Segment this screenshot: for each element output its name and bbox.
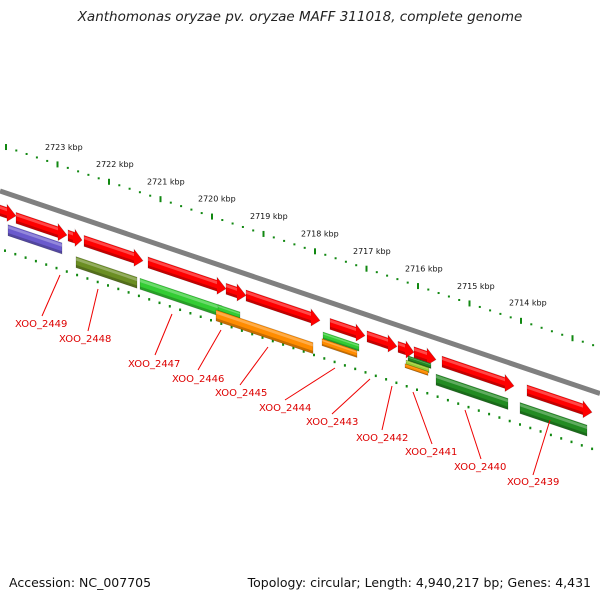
label-leader [41, 274, 61, 317]
gene-label[interactable]: XOO_2440 [454, 462, 506, 473]
cds-purple[interactable] [7, 224, 63, 255]
topology-text: Topology: circular; Length: 4,940,217 bp… [247, 575, 591, 590]
scale-label: 2720 kbp [198, 195, 236, 204]
gene-label[interactable]: XOO_2447 [128, 359, 180, 370]
cds-forward[interactable] [225, 282, 247, 302]
label-leader [532, 419, 551, 476]
cds-forward[interactable] [526, 384, 593, 419]
cds-dark-green[interactable] [407, 355, 432, 369]
gene-label[interactable]: XOO_2439 [507, 477, 559, 488]
gene-label[interactable]: XOO_2444 [259, 403, 311, 414]
label-leader [284, 367, 336, 401]
gene-label[interactable]: XOO_2445 [215, 388, 267, 399]
outer-scale-ticks [5, 144, 595, 347]
label-leader [464, 409, 482, 460]
gene-label[interactable]: XOO_2449 [15, 319, 67, 330]
cds-forward[interactable] [147, 256, 227, 295]
label-leader [154, 313, 173, 356]
gene-labels: XOO_2449 XOO_2448 XOO_2447 XOO_2446 XOO_2445… [15, 319, 559, 488]
cds-forward[interactable] [0, 203, 17, 222]
accession-text: Accession: NC_007705 [9, 575, 152, 590]
cds-forward[interactable] [441, 355, 515, 392]
scale-label: 2717 kbp [353, 247, 391, 256]
scale-labels: 2723 kbp 2722 kbp 2721 kbp 2720 kbp 2719 kbp… [45, 143, 547, 308]
cds-forward[interactable] [83, 234, 144, 267]
label-leader [197, 329, 222, 371]
scale-label: 2722 kbp [96, 160, 134, 169]
cds-light-green[interactable] [322, 331, 360, 352]
gene-label[interactable]: XOO_2448 [59, 334, 111, 345]
cds-olive[interactable] [75, 256, 138, 289]
label-leader [331, 378, 371, 415]
cds-orange[interactable] [321, 338, 358, 358]
cds-forward[interactable] [329, 317, 366, 342]
label-leader [381, 385, 393, 431]
label-leader [239, 346, 269, 386]
cds-forward[interactable] [67, 228, 83, 247]
backbone [0, 188, 600, 396]
gene-label[interactable]: XOO_2446 [172, 374, 224, 385]
scale-label: 2718 kbp [301, 229, 339, 238]
cds-dark-green[interactable] [519, 402, 588, 437]
cds-forward[interactable] [15, 211, 68, 242]
scale-label: 2721 kbp [147, 177, 185, 186]
inner-scale-ticks [4, 249, 594, 451]
cds-forward[interactable] [366, 330, 398, 353]
scale-label: 2723 kbp [45, 143, 83, 152]
cds-orange[interactable] [215, 309, 314, 355]
gene-label[interactable]: XOO_2442 [356, 433, 408, 444]
label-leader [412, 391, 433, 445]
gene-label[interactable]: XOO_2441 [405, 447, 457, 458]
cds-orange[interactable] [404, 363, 429, 376]
cds-forward[interactable] [413, 346, 437, 366]
label-leaders [41, 274, 551, 476]
gene-label[interactable]: XOO_2443 [306, 417, 358, 428]
scale-label: 2719 kbp [250, 212, 288, 221]
gene-features [0, 203, 593, 437]
backbone-line [0, 188, 600, 396]
label-leader [87, 288, 99, 332]
genome-title: Xanthomonas oryzae pv. oryzae MAFF 31101… [77, 9, 523, 25]
cds-dark-green[interactable] [435, 373, 509, 410]
cds-forward[interactable] [245, 289, 321, 327]
scale-label: 2716 kbp [405, 265, 443, 274]
scale-label: 2715 kbp [457, 282, 495, 291]
cds-forward[interactable] [397, 340, 415, 359]
scale-label: 2714 kbp [509, 299, 547, 308]
